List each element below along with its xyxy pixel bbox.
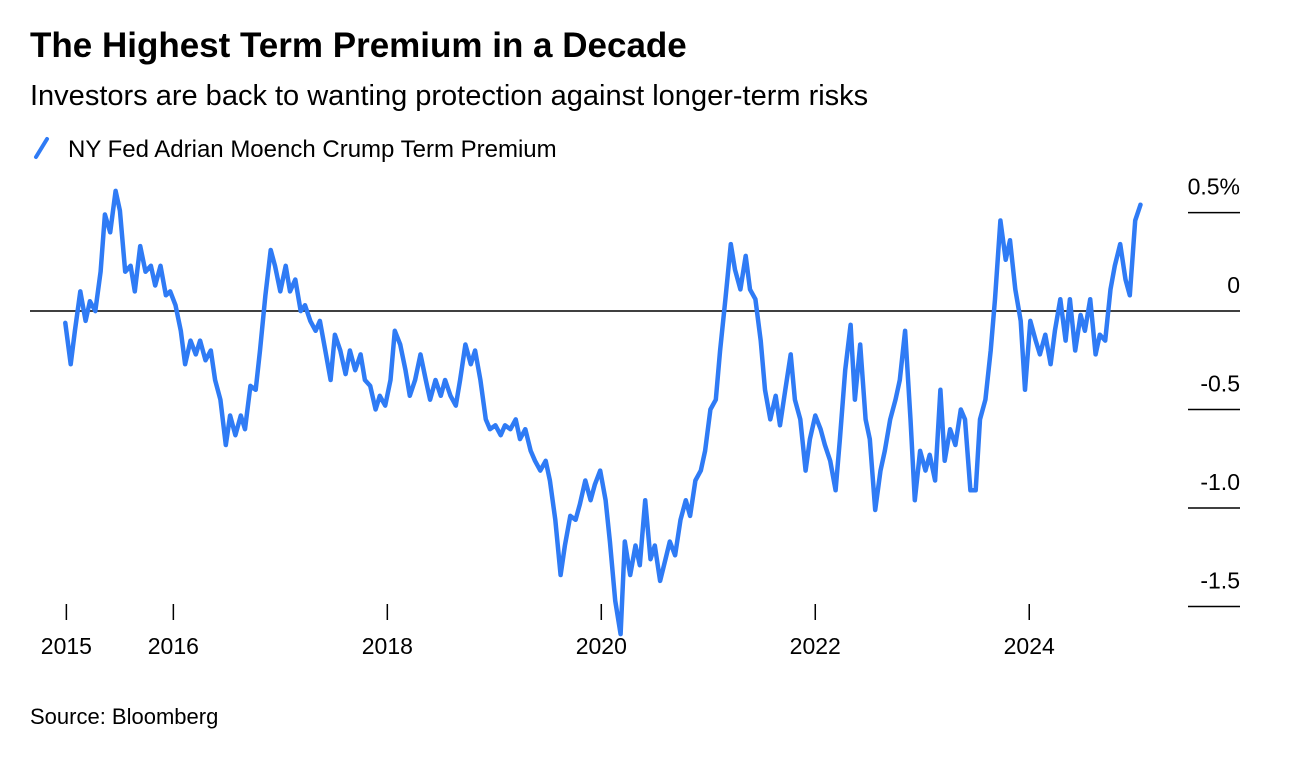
y-tick-label: -1.0	[1200, 469, 1240, 495]
x-tick-label: 2020	[576, 633, 627, 659]
x-tick-label: 2022	[790, 633, 841, 659]
source: Source: Bloomberg	[30, 704, 218, 729]
x-tick-label: 2018	[362, 633, 413, 659]
y-tick-label: -1.5	[1200, 568, 1240, 594]
x-tick-label: 2016	[148, 633, 199, 659]
chart-title: The Highest Term Premium in a Decade	[30, 26, 687, 65]
legend-label: NY Fed Adrian Moench Crump Term Premium	[68, 136, 557, 163]
data-line	[63, 188, 1143, 637]
y-tick-label: 0	[1227, 272, 1240, 298]
chart-subtitle: Investors are back to wanting protection…	[30, 80, 868, 112]
legend: NY Fed Adrian Moench Crump Term Premium	[34, 136, 557, 163]
legend-swatch	[34, 137, 49, 159]
x-tick-label: 2024	[1004, 633, 1055, 659]
x-tick-label: 2015	[41, 633, 92, 659]
y-tick-label: 0.5%	[1188, 174, 1240, 200]
y-tick-label: -0.5	[1200, 371, 1240, 397]
